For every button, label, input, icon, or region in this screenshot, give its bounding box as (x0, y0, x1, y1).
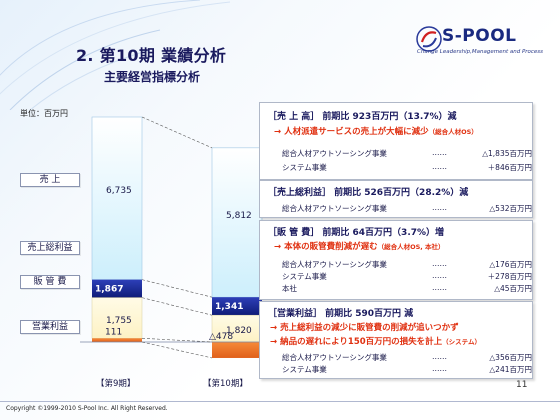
sga-note-small: （総合人材OS, 本社） (377, 243, 445, 251)
sga-box-note: → 本体の販管費削減が遅む（総合人材OS, 本社） (274, 240, 445, 252)
list-item: 総合人材アウトソーシング事業 …… △176百万円 (282, 259, 532, 270)
operating-profit-value-label: △478 (209, 332, 233, 342)
op-box-note-2: → 納品の遅れにより150百万円の損失を計上（システム） (270, 335, 481, 347)
list-item: システム事業 …… ＋278百万円 (282, 271, 532, 282)
list-item: 総合人材アウトソーシング事業 …… △1,835百万円 (282, 148, 532, 159)
op-note2-small: （システム） (442, 338, 481, 346)
gross-profit-analysis-box: ［売上総利益］ 前期比 526百万円（28.2%）減 総合人材アウトソーシング事… (259, 180, 533, 218)
operating-profit-bar-0 (92, 338, 142, 342)
sga-value-label: 1,755 (106, 316, 132, 326)
sga-analysis-box: ［販 管 費］ 前期比 64百万円（3.7%）増 → 本体の販管費削減が遅む（総… (259, 220, 533, 300)
list-item-dots: …… (432, 148, 447, 157)
op-box-note-1: → 売上総利益の減少に販管費の削減が追いつかず (270, 323, 459, 333)
sales-bar-0 (91, 116, 143, 280)
list-item-name: 総合人材アウトソーシング事業 (282, 353, 387, 362)
sga-box-head: ［販 管 費］ 前期比 64百万円（3.7%）増 (268, 228, 445, 238)
gross-profit-value-label: 1,341 (215, 302, 243, 312)
list-item-dots: …… (432, 203, 447, 212)
list-item-name: システム事業 (282, 272, 327, 281)
connector-line-0 (141, 116, 213, 149)
operating-profit-analysis-box: ［営業利益］ 前期比 590百万円 減 → 売上総利益の減少に販管費の削減が追い… (259, 301, 533, 379)
row-label-sga: 販 管 費 (20, 275, 80, 289)
unit-label: 単位：百万円 (20, 109, 68, 118)
list-item-value: △356百万円 (489, 353, 532, 362)
sales-box-head: ［売 上 高］ 前期比 923百万円（13.7%）減 (268, 112, 457, 122)
sales-value-label: 5,812 (226, 211, 252, 221)
list-item-name: 総合人材アウトソーシング事業 (282, 260, 387, 269)
footer-divider (0, 401, 560, 402)
row-label-operating-profit: 営業利益 (20, 320, 80, 334)
list-item-dots: …… (432, 352, 447, 361)
list-item-name: 総合人材アウトソーシング事業 (282, 149, 387, 158)
list-item-name: システム事業 (282, 163, 327, 172)
s-pool-swirl-icon (416, 26, 442, 52)
list-item-dots: …… (432, 283, 447, 292)
copyright-text: Copyright ©1999-2010 S-Pool Inc. All Rig… (6, 405, 168, 412)
connector-line-1 (141, 279, 213, 298)
list-item-value: ＋278百万円 (487, 272, 532, 281)
op-note2-text: → 納品の遅れにより150百万円の損失を計上 (270, 337, 443, 347)
list-item-name: 総合人材アウトソーシング事業 (282, 204, 387, 213)
gross-profit-bar-0 (92, 279, 142, 298)
list-item-value: △1,835百万円 (482, 149, 532, 158)
operating-profit-value-label: 111 (105, 327, 122, 337)
list-item-name: 本社 (282, 284, 297, 293)
sga-note-text: → 本体の販管費削減が遅む (274, 242, 378, 252)
sales-box-note: → 人材派遣サービスの売上が大幅に減少（総合人材OS） (274, 125, 478, 137)
list-item-name: システム事業 (282, 365, 327, 374)
row-label-gross-profit: 売上総利益 (20, 241, 80, 255)
operating-profit-bar-1 (212, 342, 262, 358)
logo-text: S-POOL (442, 26, 517, 46)
gross-profit-bar-1 (212, 297, 262, 316)
connector-line-2 (141, 297, 213, 316)
list-item-value: △176百万円 (489, 260, 532, 269)
decorative-arcs (0, 0, 231, 110)
sga-bar-1 (211, 314, 263, 343)
list-item-value: △532百万円 (489, 204, 532, 213)
list-item-value: △241百万円 (489, 365, 532, 374)
page-number: 11 (516, 380, 528, 390)
sales-analysis-box: ［売 上 高］ 前期比 923百万円（13.7%）減 → 人材派遣サービスの売上… (259, 102, 533, 180)
list-item-value: △45百万円 (494, 284, 532, 293)
list-item: 総合人材アウトソーシング事業 …… △356百万円 (282, 352, 532, 363)
op-box-head: ［営業利益］ 前期比 590百万円 減 (268, 309, 414, 319)
sales-note-small: （総合人材OS） (428, 128, 478, 136)
gross-box-head: ［売上総利益］ 前期比 526百万円（28.2%）減 (268, 188, 469, 198)
list-item: システム事業 …… △241百万円 (282, 364, 532, 375)
period-label-10: 【第10期】 (203, 379, 248, 389)
page-title: 2. 第10期 業績分析 (76, 46, 227, 65)
list-item-dots: …… (432, 259, 447, 268)
company-logo: S-POOL Change Leadership,Management and … (414, 24, 546, 62)
connector-line-4 (141, 341, 213, 359)
list-item-value: ＋846百万円 (487, 163, 532, 172)
list-item-dots: …… (432, 364, 447, 373)
row-label-sales: 売 上 (20, 173, 80, 187)
sga-value-label: 1,820 (226, 326, 252, 336)
sales-note-text: → 人材派遣サービスの売上が大幅に減少 (274, 127, 429, 137)
connector-line-3 (141, 337, 213, 343)
list-item-dots: …… (432, 271, 447, 280)
sales-value-label: 6,735 (106, 186, 132, 196)
logo-tagline: Change Leadership,Management and Process (417, 49, 544, 55)
period-label-9: 【第9期】 (96, 379, 136, 389)
page-subtitle: 主要経営指標分析 (104, 70, 201, 84)
sales-bar-1 (211, 147, 263, 298)
list-item: 総合人材アウトソーシング事業 …… △532百万円 (282, 203, 532, 214)
list-item: システム事業 …… ＋846百万円 (282, 162, 532, 173)
gross-profit-value-label: 1,867 (95, 285, 123, 295)
list-item: 本社 …… △45百万円 (282, 283, 532, 294)
list-item-dots: …… (432, 162, 447, 171)
